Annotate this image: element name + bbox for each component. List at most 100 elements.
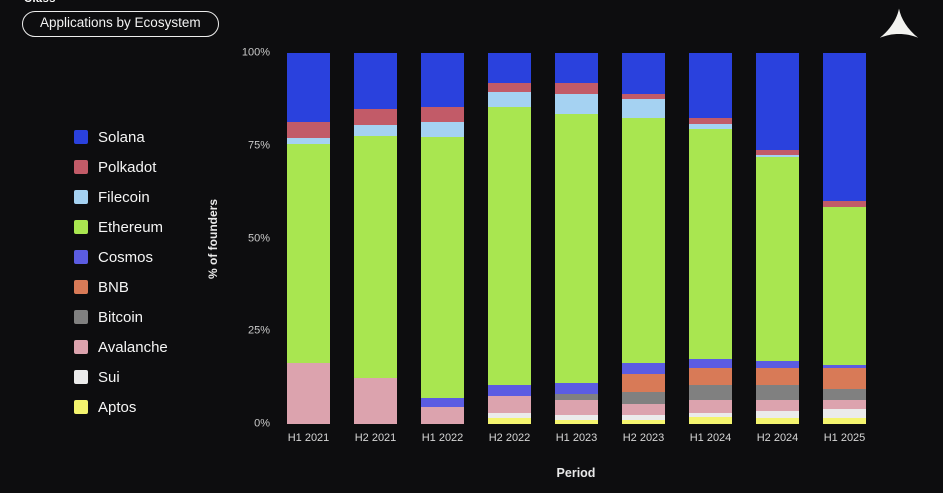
chart-legend: Solana Polkadot Filecoin Ethereum Cosmos BNB B… <box>74 122 224 422</box>
segment-ethereum[interactable] <box>488 106 531 386</box>
bar-h1-2021[interactable] <box>287 53 330 424</box>
segment-aptos[interactable] <box>555 420 598 424</box>
segment-cosmos[interactable] <box>823 364 866 369</box>
segment-ethereum[interactable] <box>287 143 330 363</box>
segment-polkadot[interactable] <box>287 121 330 139</box>
legend-item-aptos[interactable]: Aptos <box>74 392 224 422</box>
segment-filecoin[interactable] <box>689 123 732 130</box>
segment-ethereum[interactable] <box>354 136 397 378</box>
segment-ethereum[interactable] <box>555 114 598 384</box>
segment-bitcoin[interactable] <box>756 385 799 400</box>
x-tick-h2-2024: H2 2024 <box>756 432 799 444</box>
legend-item-bitcoin[interactable]: Bitcoin <box>74 302 224 332</box>
segment-polkadot[interactable] <box>689 117 732 124</box>
segment-bnb[interactable] <box>689 368 732 386</box>
segment-avalanche[interactable] <box>823 399 866 410</box>
ecosystem-filter-pill[interactable]: Applications by Ecosystem <box>22 11 219 37</box>
bar-h2-2021[interactable] <box>354 53 397 424</box>
legend-label: Filecoin <box>98 188 150 206</box>
segment-polkadot[interactable] <box>354 108 397 126</box>
segment-ethereum[interactable] <box>823 207 866 365</box>
segment-polkadot[interactable] <box>421 106 464 122</box>
segment-filecoin[interactable] <box>354 125 397 137</box>
segment-aptos[interactable] <box>823 418 866 424</box>
segment-cosmos[interactable] <box>555 383 598 395</box>
segment-sui[interactable] <box>689 412 732 417</box>
segment-bnb[interactable] <box>823 368 866 389</box>
segment-bnb[interactable] <box>622 373 665 393</box>
bar-h1-2023[interactable] <box>555 53 598 424</box>
segment-avalanche[interactable] <box>287 362 330 424</box>
segment-filecoin[interactable] <box>421 121 464 137</box>
segment-cosmos[interactable] <box>488 385 531 397</box>
bar-h2-2022[interactable] <box>488 53 531 424</box>
segment-solana[interactable] <box>354 53 397 109</box>
segment-cosmos[interactable] <box>756 360 799 369</box>
segment-avalanche[interactable] <box>555 399 598 415</box>
segment-sui[interactable] <box>488 412 531 419</box>
bar-h1-2024[interactable] <box>689 53 732 424</box>
segment-avalanche[interactable] <box>622 403 665 415</box>
legend-item-polkadot[interactable]: Polkadot <box>74 152 224 182</box>
filecoin-swatch-icon <box>74 190 88 204</box>
segment-avalanche[interactable] <box>488 396 531 413</box>
legend-item-ethereum[interactable]: Ethereum <box>74 212 224 242</box>
segment-avalanche[interactable] <box>354 377 397 424</box>
segment-ethereum[interactable] <box>756 156 799 361</box>
segment-solana[interactable] <box>823 53 866 202</box>
bar-h2-2024[interactable] <box>756 53 799 424</box>
legend-item-avalanche[interactable]: Avalanche <box>74 332 224 362</box>
legend-item-filecoin[interactable]: Filecoin <box>74 182 224 212</box>
segment-filecoin[interactable] <box>622 99 665 118</box>
segment-polkadot[interactable] <box>622 93 665 100</box>
legend-item-solana[interactable]: Solana <box>74 122 224 152</box>
segment-solana[interactable] <box>756 53 799 150</box>
segment-avalanche[interactable] <box>689 399 732 413</box>
segment-solana[interactable] <box>622 53 665 94</box>
segment-filecoin[interactable] <box>287 138 330 144</box>
segment-bitcoin[interactable] <box>689 385 732 400</box>
segment-aptos[interactable] <box>689 416 732 424</box>
segment-cosmos[interactable] <box>622 362 665 374</box>
segment-cosmos[interactable] <box>689 359 732 369</box>
segment-cosmos[interactable] <box>421 398 464 408</box>
legend-item-cosmos[interactable]: Cosmos <box>74 242 224 272</box>
segment-filecoin[interactable] <box>488 91 531 107</box>
legend-item-sui[interactable]: Sui <box>74 362 224 392</box>
segment-ethereum[interactable] <box>421 136 464 399</box>
segment-sui[interactable] <box>823 409 866 419</box>
segment-sui[interactable] <box>756 411 799 419</box>
segment-bitcoin[interactable] <box>823 388 866 400</box>
segment-solana[interactable] <box>555 53 598 83</box>
segment-sui[interactable] <box>555 414 598 421</box>
segment-ethereum[interactable] <box>622 117 665 363</box>
segment-avalanche[interactable] <box>421 407 464 424</box>
segment-polkadot[interactable] <box>555 82 598 94</box>
segment-sui[interactable] <box>622 414 665 421</box>
segment-polkadot[interactable] <box>756 149 799 156</box>
segment-polkadot[interactable] <box>488 82 531 92</box>
legend-label: Bitcoin <box>98 308 144 326</box>
bar-h2-2023[interactable] <box>622 53 665 424</box>
segment-filecoin[interactable] <box>756 155 799 157</box>
segment-bnb[interactable] <box>756 368 799 386</box>
segment-polkadot[interactable] <box>823 201 866 208</box>
segment-solana[interactable] <box>421 53 464 107</box>
segment-aptos[interactable] <box>488 418 531 424</box>
segment-solana[interactable] <box>488 53 531 83</box>
legend-item-bnb[interactable]: BNB <box>74 272 224 302</box>
segment-ethereum[interactable] <box>689 129 732 360</box>
segment-aptos[interactable] <box>756 418 799 424</box>
segment-filecoin[interactable] <box>555 93 598 115</box>
bar-h1-2025[interactable] <box>823 53 866 424</box>
alliance-sail-logo <box>879 8 919 38</box>
segment-bitcoin[interactable] <box>622 392 665 404</box>
legend-label: Solana <box>98 128 145 146</box>
segment-avalanche[interactable] <box>756 399 799 412</box>
y-tick-75: 75% <box>247 139 270 152</box>
segment-solana[interactable] <box>287 53 330 122</box>
bar-h1-2022[interactable] <box>421 53 464 424</box>
segment-aptos[interactable] <box>622 420 665 424</box>
segment-solana[interactable] <box>689 53 732 118</box>
segment-bitcoin[interactable] <box>555 394 598 400</box>
